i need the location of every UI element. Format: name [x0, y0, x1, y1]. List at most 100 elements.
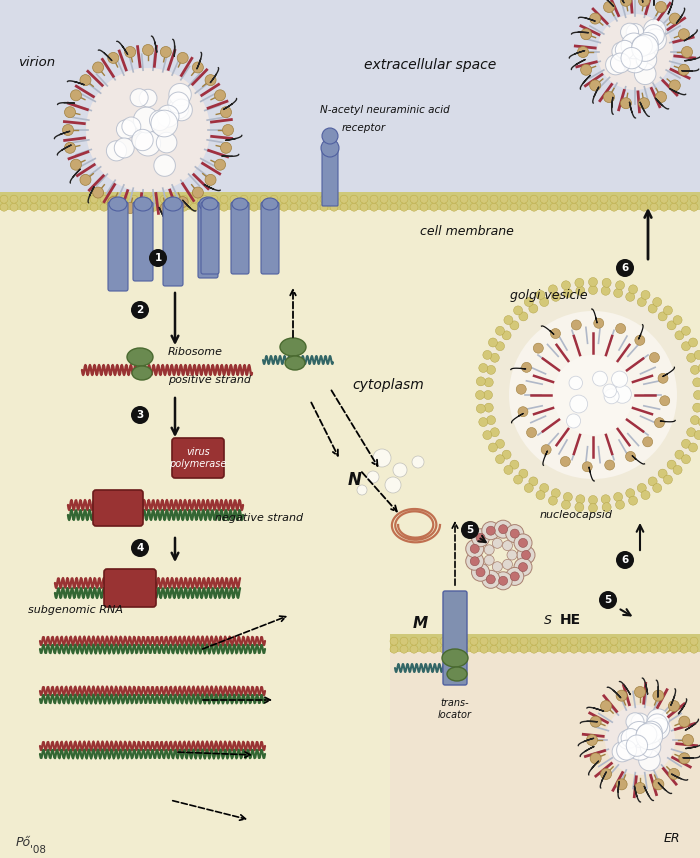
Circle shape — [240, 196, 248, 203]
Circle shape — [100, 203, 108, 211]
Circle shape — [640, 637, 648, 645]
Circle shape — [322, 128, 338, 144]
Circle shape — [600, 645, 608, 653]
Circle shape — [580, 203, 588, 211]
Circle shape — [620, 203, 628, 211]
Circle shape — [496, 341, 505, 351]
Circle shape — [621, 728, 640, 747]
Circle shape — [519, 539, 528, 547]
Circle shape — [114, 138, 134, 158]
Circle shape — [610, 637, 618, 645]
Circle shape — [589, 496, 598, 505]
Circle shape — [330, 196, 338, 203]
Circle shape — [40, 203, 48, 211]
Circle shape — [640, 196, 648, 203]
Circle shape — [652, 484, 662, 492]
Text: HE: HE — [559, 613, 580, 627]
Circle shape — [660, 637, 668, 645]
Circle shape — [210, 196, 218, 203]
Circle shape — [461, 521, 479, 539]
Circle shape — [618, 730, 637, 749]
Circle shape — [620, 196, 628, 203]
Circle shape — [561, 500, 570, 509]
Circle shape — [660, 203, 668, 211]
Circle shape — [230, 203, 238, 211]
Circle shape — [664, 475, 673, 484]
Circle shape — [360, 203, 368, 211]
Circle shape — [180, 203, 188, 211]
Circle shape — [340, 196, 348, 203]
Circle shape — [670, 645, 678, 653]
Circle shape — [160, 202, 172, 214]
Circle shape — [637, 298, 646, 306]
Circle shape — [614, 288, 622, 298]
Circle shape — [71, 160, 81, 170]
Ellipse shape — [109, 197, 127, 211]
Circle shape — [460, 203, 468, 211]
Circle shape — [168, 92, 189, 113]
Circle shape — [690, 415, 699, 425]
Circle shape — [620, 645, 628, 653]
Circle shape — [190, 196, 198, 203]
Circle shape — [655, 2, 666, 13]
Circle shape — [160, 196, 168, 203]
Circle shape — [460, 196, 468, 203]
Circle shape — [593, 372, 608, 386]
Circle shape — [643, 25, 664, 46]
Circle shape — [630, 645, 638, 653]
Ellipse shape — [262, 198, 278, 210]
Circle shape — [668, 701, 680, 711]
Circle shape — [0, 203, 8, 211]
Circle shape — [626, 489, 635, 498]
Circle shape — [613, 385, 631, 403]
Circle shape — [340, 203, 348, 211]
Circle shape — [150, 110, 170, 130]
Circle shape — [687, 353, 696, 362]
Circle shape — [357, 485, 367, 495]
Circle shape — [410, 637, 418, 645]
Circle shape — [143, 204, 153, 215]
Circle shape — [90, 196, 98, 203]
Circle shape — [518, 407, 528, 417]
Circle shape — [494, 520, 512, 538]
Circle shape — [60, 203, 68, 211]
Circle shape — [540, 298, 549, 306]
Circle shape — [690, 637, 698, 645]
Circle shape — [350, 203, 358, 211]
Circle shape — [536, 491, 545, 499]
Circle shape — [157, 106, 179, 127]
Circle shape — [400, 637, 408, 645]
Circle shape — [640, 737, 661, 758]
Circle shape — [480, 196, 488, 203]
Circle shape — [675, 331, 684, 340]
Circle shape — [490, 645, 498, 653]
Circle shape — [500, 645, 508, 653]
Ellipse shape — [285, 356, 305, 370]
Circle shape — [590, 203, 598, 211]
Circle shape — [360, 196, 368, 203]
Circle shape — [470, 544, 480, 553]
Circle shape — [169, 83, 191, 106]
Circle shape — [615, 281, 624, 290]
Circle shape — [70, 196, 78, 203]
Circle shape — [602, 278, 611, 287]
Circle shape — [603, 2, 615, 13]
Circle shape — [290, 203, 298, 211]
Circle shape — [667, 321, 676, 329]
Circle shape — [496, 439, 505, 448]
Circle shape — [650, 353, 659, 362]
Circle shape — [540, 196, 548, 203]
Circle shape — [486, 526, 496, 535]
Circle shape — [675, 450, 684, 459]
Circle shape — [520, 645, 528, 653]
Circle shape — [223, 124, 234, 136]
Circle shape — [616, 323, 626, 334]
Circle shape — [570, 396, 587, 413]
Circle shape — [606, 55, 626, 75]
Ellipse shape — [442, 649, 468, 667]
Circle shape — [536, 291, 545, 299]
Circle shape — [520, 203, 528, 211]
Circle shape — [682, 326, 690, 335]
Circle shape — [430, 637, 438, 645]
Circle shape — [550, 203, 558, 211]
